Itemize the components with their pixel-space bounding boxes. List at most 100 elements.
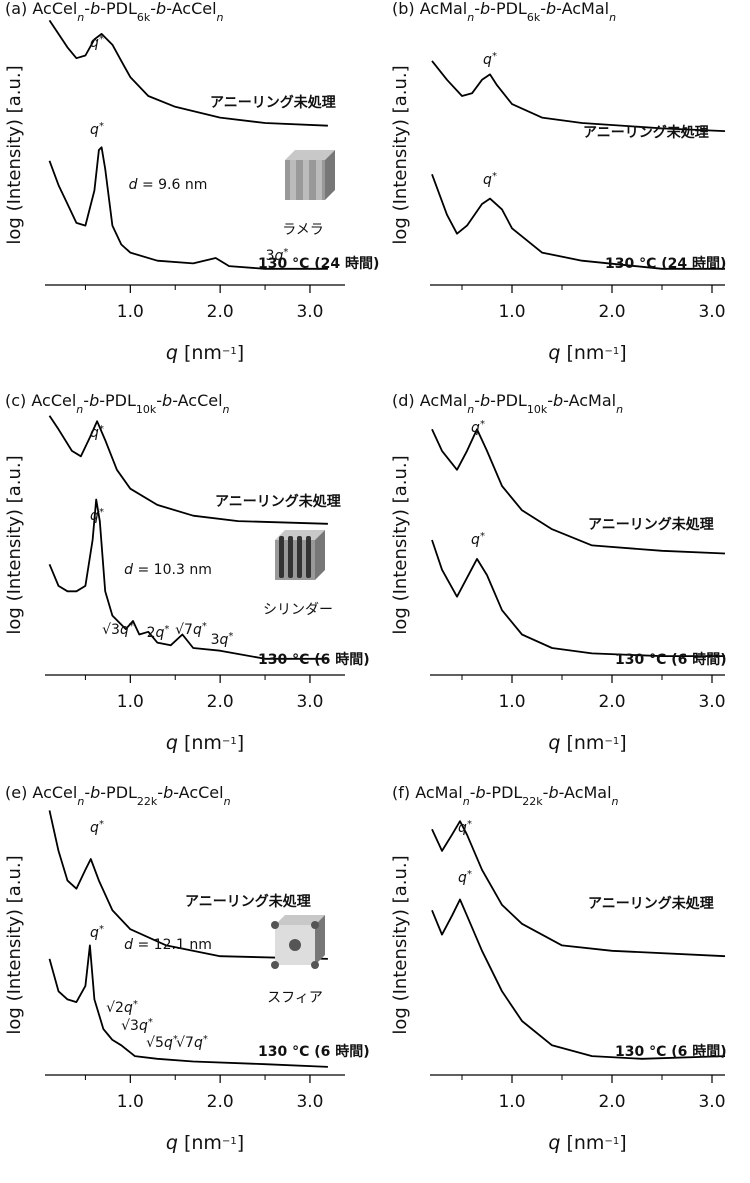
annotation: q*	[90, 507, 104, 525]
series-label: アニーリング未処理	[185, 893, 311, 910]
annotation: 2q*	[147, 624, 170, 642]
annotation: q*	[483, 51, 497, 69]
curve	[48, 498, 328, 660]
curve	[48, 19, 328, 127]
x-tick-label: 1.0	[117, 692, 144, 712]
annotation: 3q*	[211, 631, 234, 649]
annotation: √3q*	[102, 621, 134, 639]
annotation: d = 10.3 nm	[124, 562, 212, 578]
cylinder	[288, 536, 293, 578]
series-label: 130 °C (24 時間)	[258, 255, 379, 272]
sphere	[271, 961, 279, 969]
x-tick-label: 3.0	[296, 1092, 323, 1112]
annotation: q*	[90, 121, 104, 139]
annotation: スフィア	[267, 990, 323, 1006]
annotation: q*	[471, 419, 485, 437]
series-label: 130 °C (6 時間)	[258, 1043, 370, 1060]
annotation: q*	[90, 924, 104, 942]
y-axis-label: log (Intensity) [a.u.]	[4, 65, 25, 244]
series-label: 130 °C (6 時間)	[258, 651, 370, 668]
x-axis-label: q [nm−1]	[548, 732, 626, 754]
inset-icon	[271, 915, 325, 969]
y-axis-label: log (Intensity) [a.u.]	[390, 855, 411, 1034]
annotation: q*	[90, 34, 104, 52]
annotation: ラメラ	[282, 222, 324, 238]
sphere	[311, 921, 319, 929]
x-tick-label: 3.0	[698, 692, 725, 712]
x-axis-label: q [nm−1]	[548, 1132, 626, 1154]
cube-side	[325, 150, 335, 200]
x-tick-label: 2.0	[207, 302, 234, 322]
annotation: √7q*	[175, 621, 207, 639]
curve	[431, 539, 725, 657]
inset-icon	[285, 150, 335, 200]
annotation: 3q*	[266, 247, 289, 265]
x-tick-label: 3.0	[296, 692, 323, 712]
annotation: q*	[483, 171, 497, 189]
curve	[431, 173, 725, 270]
x-tick-label: 2.0	[598, 692, 625, 712]
curve	[48, 146, 328, 270]
annotation: √2q*	[106, 999, 138, 1017]
curve	[48, 415, 328, 525]
cube-side	[315, 530, 325, 580]
cylinder	[297, 536, 302, 578]
x-tick-label: 1.0	[117, 1092, 144, 1112]
x-tick-label: 1.0	[498, 692, 525, 712]
cylinder	[306, 536, 311, 578]
annotation: √7q*	[176, 1034, 208, 1052]
curve	[431, 820, 726, 958]
cylinder	[279, 536, 284, 578]
annotation: q*	[471, 531, 485, 549]
curve	[431, 60, 726, 132]
series-label: 130 °C (6 時間)	[615, 651, 727, 668]
annotation: √3q*	[121, 1017, 153, 1035]
sphere	[311, 961, 319, 969]
panel-title: (c) AcCeln-b-PDL10k-b-AcCeln	[5, 391, 230, 416]
series-label: アニーリング未処理	[588, 516, 714, 533]
y-axis-label: log (Intensity) [a.u.]	[390, 65, 411, 244]
x-tick-label: 1.0	[498, 302, 525, 322]
series-label: アニーリング未処理	[583, 124, 709, 141]
x-tick-label: 2.0	[207, 692, 234, 712]
panel-title: (f) AcMaln-b-PDL22k-b-AcMaln	[392, 783, 619, 808]
x-axis-label: q [nm−1]	[166, 1132, 244, 1154]
x-tick-label: 3.0	[296, 302, 323, 322]
x-tick-label: 2.0	[207, 1092, 234, 1112]
series-label: 130 °C (6 時間)	[615, 1043, 727, 1060]
x-tick-label: 2.0	[598, 302, 625, 322]
cube-top	[285, 150, 335, 160]
annotation: q*	[458, 819, 472, 837]
series-label: 130 °C (24 時間)	[605, 255, 726, 272]
panel-title: (b) AcMaln-b-PDL6k-b-AcMaln	[392, 0, 616, 24]
x-axis-label: q [nm−1]	[548, 342, 626, 364]
curve	[431, 898, 726, 1060]
x-tick-label: 1.0	[498, 1092, 525, 1112]
series-label: アニーリング未処理	[210, 94, 336, 111]
x-tick-label: 2.0	[598, 1092, 625, 1112]
series-label: アニーリング未処理	[588, 895, 714, 912]
curve	[48, 944, 328, 1068]
sphere	[289, 939, 301, 951]
x-tick-label: 3.0	[698, 302, 725, 322]
curve	[431, 428, 726, 555]
panel-title: (a) AcCeln-b-PDL6k-b-AcCeln	[5, 0, 224, 24]
y-axis-label: log (Intensity) [a.u.]	[4, 455, 25, 634]
annotation: q*	[90, 424, 104, 442]
y-axis-label: log (Intensity) [a.u.]	[4, 855, 25, 1034]
annotation: √5q*	[146, 1034, 178, 1052]
series-label: アニーリング未処理	[215, 493, 341, 510]
annotation: q*	[458, 869, 472, 887]
x-tick-label: 1.0	[117, 302, 144, 322]
lamella	[290, 160, 296, 200]
cube-top	[275, 530, 325, 540]
annotation: q*	[90, 819, 104, 837]
annotation: d = 9.6 nm	[129, 177, 208, 193]
panel-title: (d) AcMaln-b-PDL10k-b-AcMaln	[392, 391, 623, 416]
lamella	[303, 160, 309, 200]
curve	[48, 810, 328, 960]
lamella	[316, 160, 322, 200]
panel-title: (e) AcCeln-b-PDL22k-b-AcCeln	[5, 783, 231, 808]
annotation: シリンダー	[263, 602, 333, 618]
